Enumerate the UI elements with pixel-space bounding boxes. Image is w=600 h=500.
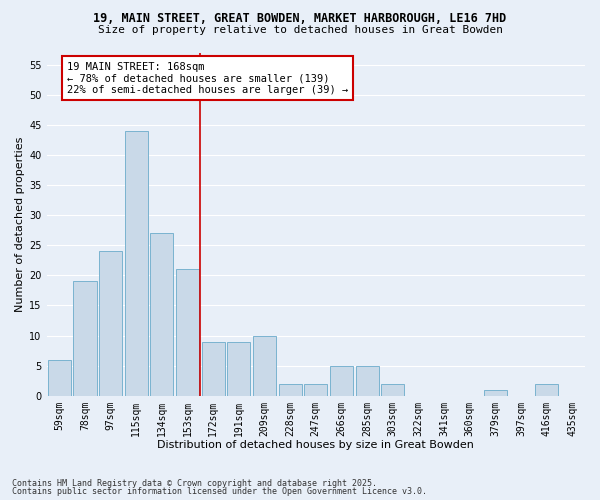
- Text: Size of property relative to detached houses in Great Bowden: Size of property relative to detached ho…: [97, 25, 503, 35]
- Bar: [48, 360, 71, 396]
- Bar: [176, 270, 199, 396]
- Text: 19, MAIN STREET, GREAT BOWDEN, MARKET HARBOROUGH, LE16 7HD: 19, MAIN STREET, GREAT BOWDEN, MARKET HA…: [94, 12, 506, 26]
- Bar: [73, 282, 97, 396]
- Bar: [125, 131, 148, 396]
- Bar: [484, 390, 507, 396]
- Bar: [253, 336, 276, 396]
- Bar: [535, 384, 558, 396]
- Bar: [278, 384, 302, 396]
- Bar: [99, 251, 122, 396]
- Bar: [227, 342, 250, 396]
- Text: Contains HM Land Registry data © Crown copyright and database right 2025.: Contains HM Land Registry data © Crown c…: [12, 478, 377, 488]
- Bar: [356, 366, 379, 396]
- Y-axis label: Number of detached properties: Number of detached properties: [15, 136, 25, 312]
- Text: Contains public sector information licensed under the Open Government Licence v3: Contains public sector information licen…: [12, 487, 427, 496]
- Bar: [304, 384, 328, 396]
- Bar: [330, 366, 353, 396]
- Bar: [151, 233, 173, 396]
- X-axis label: Distribution of detached houses by size in Great Bowden: Distribution of detached houses by size …: [157, 440, 474, 450]
- Bar: [202, 342, 225, 396]
- Bar: [381, 384, 404, 396]
- Text: 19 MAIN STREET: 168sqm
← 78% of detached houses are smaller (139)
22% of semi-de: 19 MAIN STREET: 168sqm ← 78% of detached…: [67, 62, 348, 94]
